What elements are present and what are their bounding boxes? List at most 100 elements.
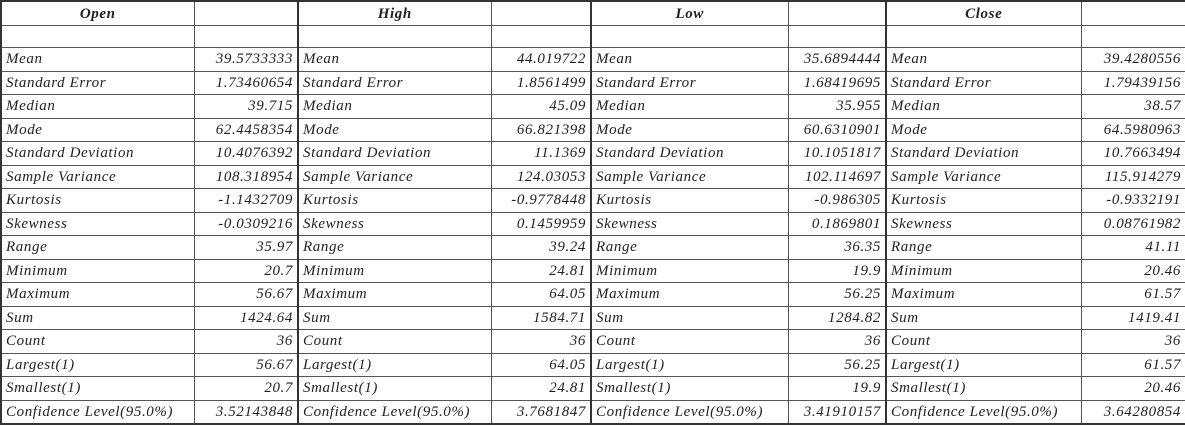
stat-label: Largest(1) (590, 352, 789, 377)
stat-value: 39.715 (193, 94, 299, 119)
stat-value: 10.7663494 (1080, 141, 1185, 166)
stat-label: Sum (297, 305, 492, 330)
stat-label: Standard Error (885, 70, 1082, 95)
stat-value: 124.03053 (490, 164, 592, 189)
stat-label: Mean (0, 47, 195, 72)
stat-value: 38.57 (1080, 94, 1185, 119)
stat-label: Sample Variance (0, 164, 195, 189)
stat-value: 0.08761982 (1080, 211, 1185, 236)
empty-cell (193, 25, 299, 48)
stat-label: Standard Error (0, 70, 195, 95)
stat-value: 64.5980963 (1080, 117, 1185, 142)
stat-value: 35.97 (193, 235, 299, 260)
stat-value: 20.7 (193, 376, 299, 401)
table-row: Kurtosis -1.1432709 Kurtosis -0.9778448 Kurt… (0, 188, 1185, 213)
empty-cell (787, 25, 887, 48)
stat-value: 108.318954 (193, 164, 299, 189)
stat-label: Confidence Level(95.0%) (0, 399, 195, 425)
table-row: Skewness -0.0309216 Skewness 0.1459959 Skewn… (0, 211, 1185, 236)
stat-value: 19.9 (787, 258, 887, 283)
stat-value: 19.9 (787, 376, 887, 401)
table-row: Standard Error 1.73460654 Standard Error 1.… (0, 70, 1185, 95)
stat-label: Kurtosis (590, 188, 789, 213)
header-blank (1080, 0, 1185, 26)
stat-value: 45.09 (490, 94, 592, 119)
stat-label: Skewness (885, 211, 1082, 236)
stat-value: 115.914279 (1080, 164, 1185, 189)
stat-label: Standard Deviation (0, 141, 195, 166)
stat-value: 39.4280556 (1080, 47, 1185, 72)
table-row: Mode 62.4458354 Mode 66.821398 Mode 60.631090… (0, 117, 1185, 142)
stat-label: Sum (885, 305, 1082, 330)
stat-value: 39.24 (490, 235, 592, 260)
stat-label: Range (885, 235, 1082, 260)
stat-value: 60.6310901 (787, 117, 887, 142)
stat-label: Count (885, 329, 1082, 354)
stat-value: 20.46 (1080, 258, 1185, 283)
stat-label: Maximum (885, 282, 1082, 307)
stat-value: 1.8561499 (490, 70, 592, 95)
stat-value: -0.9778448 (490, 188, 592, 213)
stat-value: 11.1369 (490, 141, 592, 166)
stat-label: Maximum (590, 282, 789, 307)
stat-label: Minimum (0, 258, 195, 283)
stat-label: Smallest(1) (0, 376, 195, 401)
stat-value: 41.11 (1080, 235, 1185, 260)
stat-label: Mode (885, 117, 1082, 142)
empty-cell (590, 25, 789, 48)
stat-label: Maximum (0, 282, 195, 307)
stat-value: 20.7 (193, 258, 299, 283)
stat-value: 1.73460654 (193, 70, 299, 95)
stat-value: 24.81 (490, 376, 592, 401)
table-row: Minimum 20.7 Minimum 24.81 Minimum 19.9 Minimu… (0, 258, 1185, 283)
stat-value: 56.25 (787, 352, 887, 377)
stat-value: 20.46 (1080, 376, 1185, 401)
stat-value: 102.114697 (787, 164, 887, 189)
header-high: High (297, 0, 492, 26)
stat-label: Standard Deviation (297, 141, 492, 166)
stat-label: Kurtosis (0, 188, 195, 213)
stat-value: -1.1432709 (193, 188, 299, 213)
stat-label: Smallest(1) (297, 376, 492, 401)
stat-value: 3.41910157 (787, 399, 887, 425)
stat-value: 10.1051817 (787, 141, 887, 166)
stat-value: 1.68419695 (787, 70, 887, 95)
stat-value: 62.4458354 (193, 117, 299, 142)
table-row: Range 35.97 Range 39.24 Range 36.35 Range 41.11 (0, 235, 1185, 260)
stat-label: Sample Variance (885, 164, 1082, 189)
stat-label: Sample Variance (590, 164, 789, 189)
stat-value: 1284.82 (787, 305, 887, 330)
header-close: Close (885, 0, 1082, 26)
stat-label: Maximum (297, 282, 492, 307)
stat-value: 1419.41 (1080, 305, 1185, 330)
stat-label: Mode (0, 117, 195, 142)
stat-label: Confidence Level(95.0%) (885, 399, 1082, 425)
table-row: Maximum 56.67 Maximum 64.05 Maximum 56.25 Maxi… (0, 282, 1185, 307)
header-blank (193, 0, 299, 26)
stat-value: 36 (193, 329, 299, 354)
stat-label: Skewness (297, 211, 492, 236)
stat-value: 64.05 (490, 352, 592, 377)
stat-value: 61.57 (1080, 282, 1185, 307)
stat-label: Skewness (590, 211, 789, 236)
empty-row (0, 25, 1185, 48)
stat-value: 10.4076392 (193, 141, 299, 166)
stat-value: 35.6894444 (787, 47, 887, 72)
stat-label: Range (590, 235, 789, 260)
stat-label: Standard Error (297, 70, 492, 95)
stat-value: 3.64280854 (1080, 399, 1185, 425)
header-blank (490, 0, 592, 26)
table-row: Largest(1) 56.67 Largest(1) 64.05 Largest(1)… (0, 352, 1185, 377)
stat-label: Confidence Level(95.0%) (297, 399, 492, 425)
stat-value: 56.67 (193, 282, 299, 307)
stat-value: 0.1459959 (490, 211, 592, 236)
header-low: Low (590, 0, 789, 26)
stat-label: Minimum (590, 258, 789, 283)
empty-cell (1080, 25, 1185, 48)
stat-label: Count (297, 329, 492, 354)
stat-value: 1584.71 (490, 305, 592, 330)
stat-label: Mean (885, 47, 1082, 72)
stat-value: 36 (1080, 329, 1185, 354)
stat-value: 36.35 (787, 235, 887, 260)
stat-value: 56.67 (193, 352, 299, 377)
